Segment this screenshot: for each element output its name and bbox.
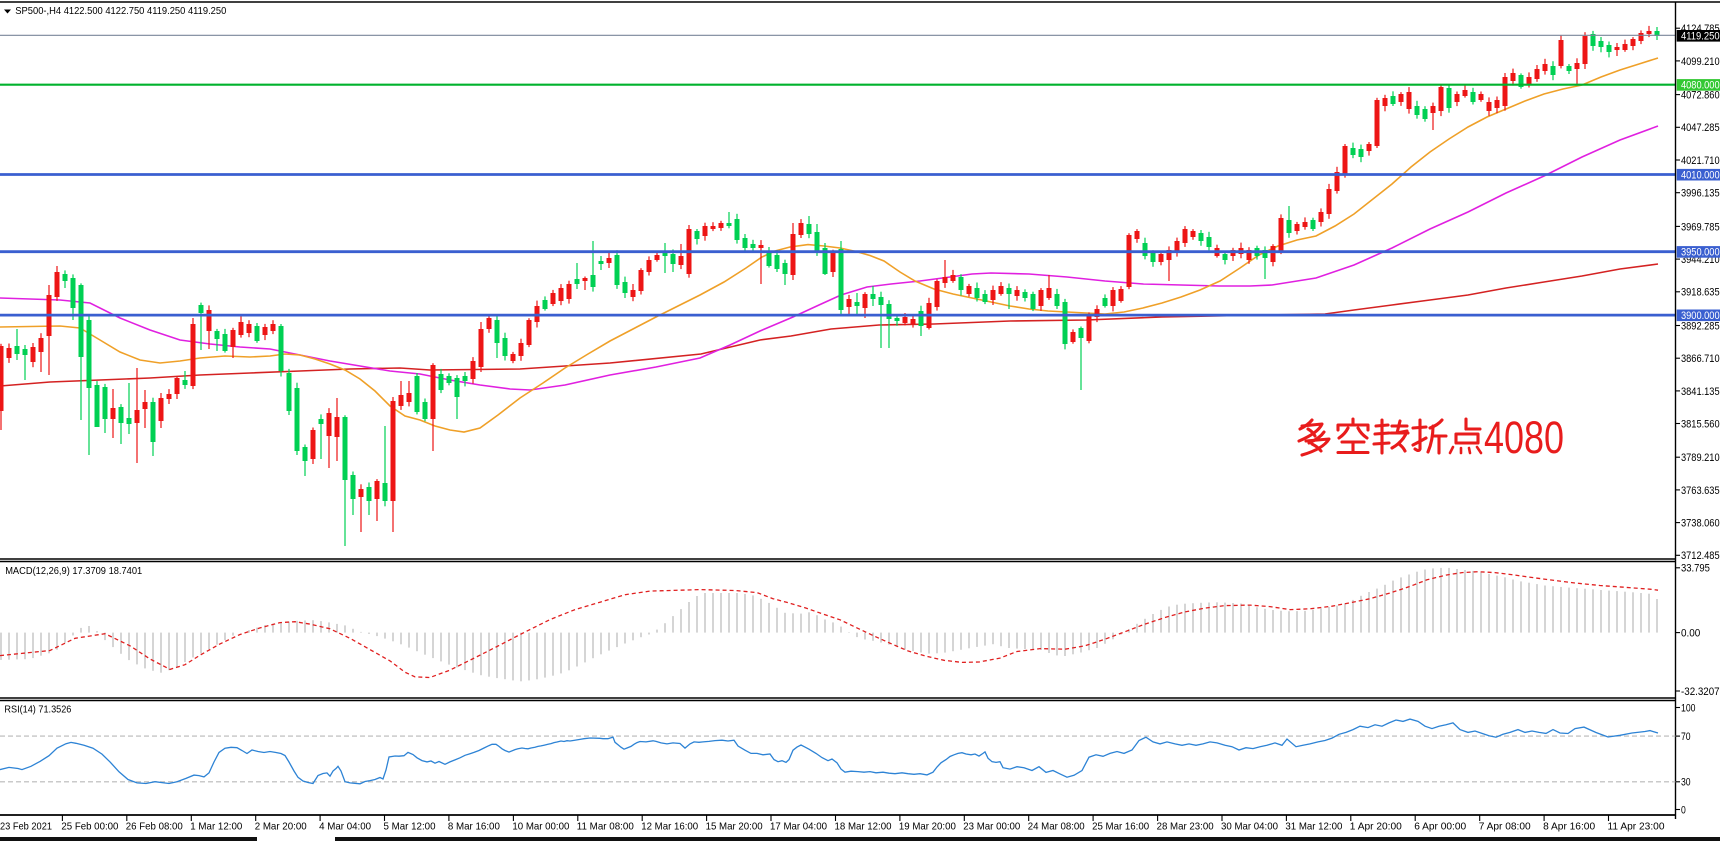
- svg-text:19 Mar 20:00: 19 Mar 20:00: [899, 822, 956, 833]
- svg-text:18 Mar 12:00: 18 Mar 12:00: [835, 822, 892, 833]
- svg-text:0: 0: [1681, 804, 1686, 816]
- svg-text:31 Mar 12:00: 31 Mar 12:00: [1285, 822, 1342, 833]
- svg-text:SP500-,H4 4122.500 4122.750 4: SP500-,H4 4122.500 4122.750 4119.250 411…: [15, 6, 226, 17]
- svg-text:25 Feb 00:00: 25 Feb 00:00: [61, 822, 118, 833]
- svg-text:4021.710: 4021.710: [1681, 155, 1720, 167]
- svg-text:5 Mar 12:00: 5 Mar 12:00: [384, 822, 436, 833]
- svg-text:8 Mar 16:00: 8 Mar 16:00: [448, 822, 500, 833]
- svg-text:17 Mar 04:00: 17 Mar 04:00: [770, 822, 827, 833]
- svg-text:3763.635: 3763.635: [1681, 485, 1720, 497]
- svg-text:4080.000: 4080.000: [1681, 80, 1720, 92]
- svg-text:MACD(12,26,9) 17.3709 18.7401: MACD(12,26,9) 17.3709 18.7401: [5, 566, 142, 577]
- svg-text:3841.135: 3841.135: [1681, 386, 1720, 398]
- svg-text:1 Apr 20:00: 1 Apr 20:00: [1350, 822, 1402, 833]
- svg-text:3996.135: 3996.135: [1681, 188, 1720, 200]
- svg-text:2 Mar 20:00: 2 Mar 20:00: [255, 822, 307, 833]
- svg-text:12 Mar 16:00: 12 Mar 16:00: [641, 822, 698, 833]
- svg-text:24 Mar 08:00: 24 Mar 08:00: [1028, 822, 1085, 833]
- svg-text:0.00: 0.00: [1681, 628, 1700, 640]
- svg-text:11 Mar 08:00: 11 Mar 08:00: [577, 822, 634, 833]
- svg-text:-32.3207: -32.3207: [1681, 686, 1720, 698]
- svg-text:3892.285: 3892.285: [1681, 320, 1720, 332]
- svg-text:3815.560: 3815.560: [1681, 418, 1720, 430]
- svg-text:3712.485: 3712.485: [1681, 550, 1720, 562]
- svg-text:23 Feb 2021: 23 Feb 2021: [0, 822, 52, 833]
- svg-text:3918.635: 3918.635: [1681, 287, 1720, 299]
- svg-text:70: 70: [1681, 731, 1691, 743]
- svg-text:4080: 4080: [1484, 412, 1564, 463]
- svg-text:4072.860: 4072.860: [1681, 90, 1720, 102]
- svg-text:3969.785: 3969.785: [1681, 221, 1720, 233]
- svg-text:8 Apr 16:00: 8 Apr 16:00: [1543, 822, 1595, 833]
- svg-text:15 Mar 20:00: 15 Mar 20:00: [706, 822, 763, 833]
- svg-text:3738.060: 3738.060: [1681, 518, 1720, 530]
- svg-text:7 Apr 08:00: 7 Apr 08:00: [1479, 822, 1531, 833]
- svg-text:23 Mar 00:00: 23 Mar 00:00: [963, 822, 1020, 833]
- svg-text:3900.000: 3900.000: [1681, 310, 1720, 322]
- svg-text:33.795: 33.795: [1681, 563, 1710, 575]
- svg-text:3866.710: 3866.710: [1681, 353, 1720, 365]
- svg-text:30 Mar 04:00: 30 Mar 04:00: [1221, 822, 1278, 833]
- svg-text:25 Mar 16:00: 25 Mar 16:00: [1092, 822, 1149, 833]
- svg-text:26 Feb 08:00: 26 Feb 08:00: [126, 822, 183, 833]
- svg-text:3789.210: 3789.210: [1681, 452, 1720, 464]
- svg-text:30: 30: [1681, 777, 1691, 789]
- svg-text:1 Mar 12:00: 1 Mar 12:00: [190, 822, 242, 833]
- svg-text:10 Mar 00:00: 10 Mar 00:00: [512, 822, 569, 833]
- svg-text:4047.285: 4047.285: [1681, 122, 1720, 134]
- svg-text:4099.210: 4099.210: [1681, 56, 1720, 68]
- svg-text:100: 100: [1681, 702, 1696, 714]
- svg-text:3950.000: 3950.000: [1681, 247, 1720, 259]
- svg-text:28 Mar 23:00: 28 Mar 23:00: [1157, 822, 1214, 833]
- svg-text:RSI(14) 71.3526: RSI(14) 71.3526: [4, 705, 71, 716]
- svg-text:4010.000: 4010.000: [1681, 170, 1720, 182]
- svg-text:6 Apr 00:00: 6 Apr 00:00: [1414, 822, 1466, 833]
- svg-text:11 Apr 23:00: 11 Apr 23:00: [1608, 822, 1665, 833]
- svg-text:4 Mar 04:00: 4 Mar 04:00: [319, 822, 371, 833]
- svg-text:4119.250: 4119.250: [1681, 31, 1720, 43]
